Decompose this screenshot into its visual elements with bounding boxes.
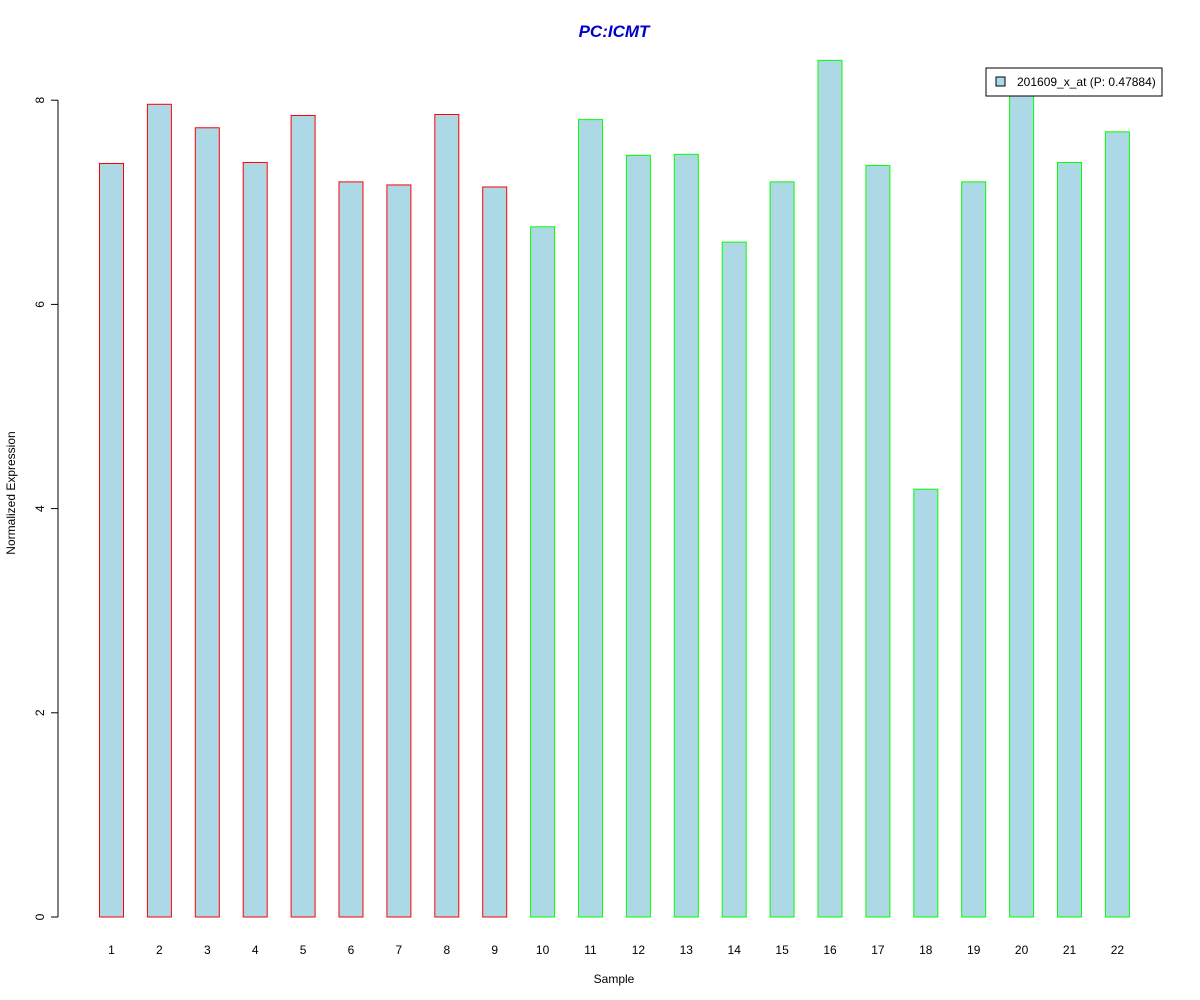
- x-tick-label: 5: [300, 943, 307, 957]
- bar: [817, 59, 843, 918]
- bar: [961, 181, 987, 918]
- x-tick-label: 1: [108, 943, 115, 957]
- x-tick-label: 16: [823, 943, 837, 957]
- bar: [1009, 89, 1035, 918]
- bar: [721, 241, 747, 918]
- x-tick-label: 11: [584, 943, 597, 957]
- y-tick-label: 2: [33, 709, 47, 716]
- x-tick-label: 4: [252, 943, 259, 957]
- x-tick-label: 19: [967, 943, 981, 957]
- x-tick-label: 17: [871, 943, 885, 957]
- bar: [1104, 131, 1130, 918]
- legend-box: [985, 67, 1163, 97]
- x-tick-label: 18: [919, 943, 933, 957]
- bar: [769, 181, 795, 918]
- bars: [99, 59, 1130, 918]
- x-tick-label: 9: [491, 943, 498, 957]
- x-tick-label: 6: [348, 943, 355, 957]
- bar: [194, 127, 220, 918]
- y-tick-label: 8: [33, 97, 47, 104]
- chart-title: PC:ICMT: [579, 22, 651, 41]
- bar: [99, 163, 124, 918]
- y-tick-label: 6: [33, 301, 47, 308]
- y-tick-label: 4: [33, 505, 47, 512]
- bar: [290, 115, 316, 918]
- legend-label: 201609_x_at (P: 0.47884): [1017, 75, 1156, 89]
- bar: [673, 153, 699, 918]
- bar: [146, 103, 172, 918]
- bar: [434, 113, 460, 918]
- x-tick-label: 13: [680, 943, 694, 957]
- bar: [625, 154, 651, 918]
- y-axis-title: Normalized Expression: [4, 431, 18, 554]
- y-tick-label: 0: [33, 913, 47, 920]
- bar: [386, 184, 412, 918]
- x-axis-title: Sample: [594, 972, 635, 986]
- x-tick-label: 2: [156, 943, 163, 957]
- x-tick-label: 21: [1063, 943, 1077, 957]
- bar: [482, 186, 508, 918]
- x-axis-labels: 1 2 3 4 5 6 7 8 9 10 11 12 13 14 15 16 17 18 19 20 21 22: [108, 943, 1124, 957]
- bar: [242, 161, 268, 918]
- bar: [913, 488, 939, 918]
- x-tick-label: 15: [775, 943, 789, 957]
- x-tick-label: 8: [443, 943, 450, 957]
- x-tick-label: 7: [396, 943, 403, 957]
- x-tick-label: 22: [1111, 943, 1125, 957]
- x-tick-label: 14: [728, 943, 742, 957]
- legend: 201609_x_at (P: 0.47884): [985, 67, 1163, 97]
- x-tick-label: 20: [1015, 943, 1029, 957]
- y-axis: 0 2 4 6 8: [33, 97, 59, 920]
- bar: [338, 181, 364, 918]
- x-tick-label: 10: [536, 943, 550, 957]
- legend-swatch: [995, 76, 1006, 87]
- bar: [1057, 161, 1082, 918]
- bar: [578, 119, 603, 918]
- bar: [865, 165, 891, 918]
- x-tick-label: 12: [632, 943, 646, 957]
- x-tick-label: 3: [204, 943, 211, 957]
- bar: [530, 226, 556, 918]
